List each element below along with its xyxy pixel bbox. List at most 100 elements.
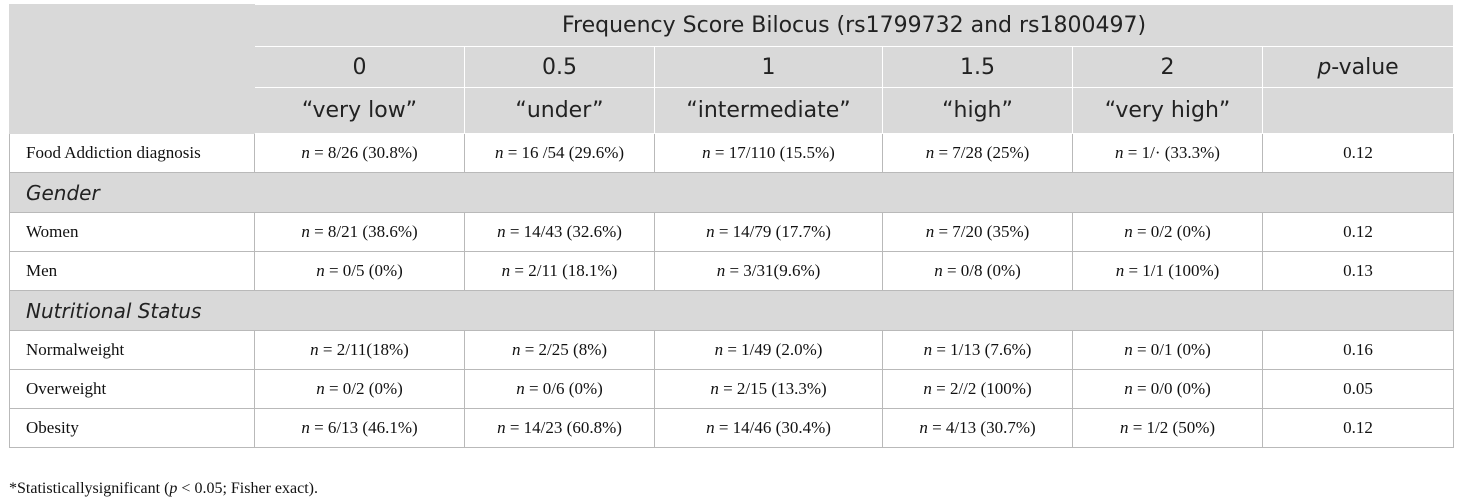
cell-value: = 14/23 (60.8%) — [505, 418, 622, 437]
cell-value: = 14/46 (30.4%) — [714, 418, 831, 437]
cell-value: = 0/2 (0%) — [1132, 222, 1211, 241]
n-symbol: n — [925, 143, 935, 162]
data-cell: n = 4/13 (30.7%) — [882, 408, 1073, 448]
n-symbol: n — [511, 340, 521, 359]
score-label: “very low” — [254, 87, 465, 134]
cell-value: = 2//2 (100%) — [931, 379, 1032, 398]
cell-value: = 3/31(9.6%) — [725, 261, 821, 280]
header-score-row: 0 0.5 1 1.5 2 p-value — [9, 46, 1455, 88]
n-symbol: n — [316, 261, 325, 280]
row-label: Overweight — [9, 369, 255, 409]
table-row: Women n = 8/21 (38.6%) n = 14/43 (32.6%)… — [9, 212, 1455, 252]
data-cell: n = 8/21 (38.6%) — [254, 212, 465, 252]
data-cell: n = 0/2 (0%) — [1072, 212, 1263, 252]
footnote-post: < 0.05; Fisher exact). — [177, 480, 318, 497]
n-symbol: n — [923, 340, 933, 359]
pvalue-cell: 0.13 — [1261, 251, 1455, 291]
n-symbol: n — [1124, 379, 1133, 398]
cell-value: = 0/0 (0%) — [1132, 379, 1211, 398]
cell-value: = 1/2 (50%) — [1128, 418, 1216, 437]
row-label: Food Addiction diagnosis — [9, 133, 255, 173]
score-header: 1 — [654, 46, 883, 88]
n-symbol: n — [1119, 418, 1129, 437]
pvalue-cell: 0.12 — [1261, 133, 1455, 173]
data-cell: n = 7/20 (35%) — [882, 212, 1073, 252]
n-symbol: n — [934, 261, 943, 280]
n-symbol: n — [301, 418, 310, 437]
cell-value: = 1/· (33.3%) — [1123, 143, 1220, 162]
header-label-row: “very low” “under” “intermediate” “high”… — [9, 87, 1455, 134]
score-label: “high” — [882, 87, 1073, 134]
data-cell: n = 0/8 (0%) — [882, 251, 1073, 291]
cell-value: = 14/43 (32.6%) — [505, 222, 622, 241]
data-cell: n = 1/49 (2.0%) — [654, 330, 883, 370]
n-symbol: n — [494, 143, 504, 162]
n-symbol: n — [714, 340, 724, 359]
data-cell: n = 7/28 (25%) — [882, 133, 1073, 173]
data-cell: n = 2/15 (13.3%) — [654, 369, 883, 409]
n-symbol: n — [316, 379, 325, 398]
n-symbol: n — [923, 379, 932, 398]
cell-value: = 2/11 (18.1%) — [510, 261, 618, 280]
row-label: Obesity — [9, 408, 255, 448]
header-stub — [9, 87, 255, 134]
cell-value: = 2/15 (13.3%) — [718, 379, 827, 398]
n-symbol: n — [1124, 222, 1133, 241]
cell-value: = 17/110 (15.5%) — [710, 143, 835, 162]
data-cell: n = 14/43 (32.6%) — [464, 212, 655, 252]
pvalue-cell: 0.05 — [1261, 369, 1455, 409]
pvalue-header-p: p — [1317, 54, 1332, 80]
n-symbol: n — [501, 261, 511, 280]
section-title: Gender — [8, 172, 1455, 213]
frequency-score-table: Frequency Score Bilocus (rs1799732 and r… — [8, 4, 1455, 448]
score-header: 2 — [1072, 46, 1263, 88]
data-cell: n = 0/2 (0%) — [254, 369, 465, 409]
n-symbol: n — [702, 143, 711, 162]
score-header: 1.5 — [882, 46, 1073, 88]
cell-value: = 0/8 (0%) — [942, 261, 1021, 280]
n-symbol: n — [710, 379, 719, 398]
data-cell: n = 3/31(9.6%) — [654, 251, 883, 291]
cell-value: = 0/6 (0%) — [524, 379, 603, 398]
row-label: Men — [9, 251, 255, 291]
cell-value: = 1/49 (2.0%) — [723, 340, 823, 359]
table-row: Food Addiction diagnosis n = 8/26 (30.8%… — [9, 133, 1455, 173]
n-symbol: n — [497, 222, 506, 241]
data-cell: n = 2/11(18%) — [254, 330, 465, 370]
table-title: Frequency Score Bilocus (rs1799732 and r… — [253, 4, 1455, 47]
data-cell: n = 1/· (33.3%) — [1072, 133, 1263, 173]
n-symbol: n — [919, 418, 928, 437]
cell-value: = 0/1 (0%) — [1132, 340, 1211, 359]
n-symbol: n — [497, 418, 506, 437]
n-symbol: n — [1115, 261, 1125, 280]
pvalue-header-rest: -value — [1331, 54, 1399, 80]
cell-value: = 2/25 (8%) — [520, 340, 608, 359]
data-cell: n = 2//2 (100%) — [882, 369, 1073, 409]
pvalue-cell: 0.12 — [1261, 212, 1455, 252]
row-label: Women — [9, 212, 255, 252]
footnote-p: p — [169, 480, 178, 497]
data-cell: n = 2/25 (8%) — [464, 330, 655, 370]
data-cell: n = 1/13 (7.6%) — [882, 330, 1073, 370]
score-header: 0 — [254, 46, 465, 88]
data-cell: n = 6/13 (46.1%) — [254, 408, 465, 448]
pvalue-label-empty — [1261, 87, 1455, 134]
data-cell: n = 0/5 (0%) — [254, 251, 465, 291]
table-row: Normalweight n = 2/11(18%) n = 2/25 (8%)… — [9, 330, 1455, 370]
score-label: “intermediate” — [654, 87, 883, 134]
cell-value: = 2/11(18%) — [318, 340, 409, 359]
row-label: Normalweight — [9, 330, 255, 370]
header-stub — [9, 46, 255, 88]
n-symbol: n — [925, 222, 935, 241]
n-symbol: n — [706, 222, 715, 241]
data-cell: n = 0/6 (0%) — [464, 369, 655, 409]
n-symbol: n — [1124, 340, 1133, 359]
data-cell: n = 14/79 (17.7%) — [654, 212, 883, 252]
n-symbol: n — [301, 143, 310, 162]
data-cell: n = 1/2 (50%) — [1072, 408, 1263, 448]
pvalue-header: p-value — [1261, 46, 1455, 88]
n-symbol: n — [706, 418, 715, 437]
cell-value: = 6/13 (46.1%) — [309, 418, 418, 437]
cell-value: = 7/28 (25%) — [934, 143, 1030, 162]
section-title: Nutritional Status — [8, 290, 1455, 331]
